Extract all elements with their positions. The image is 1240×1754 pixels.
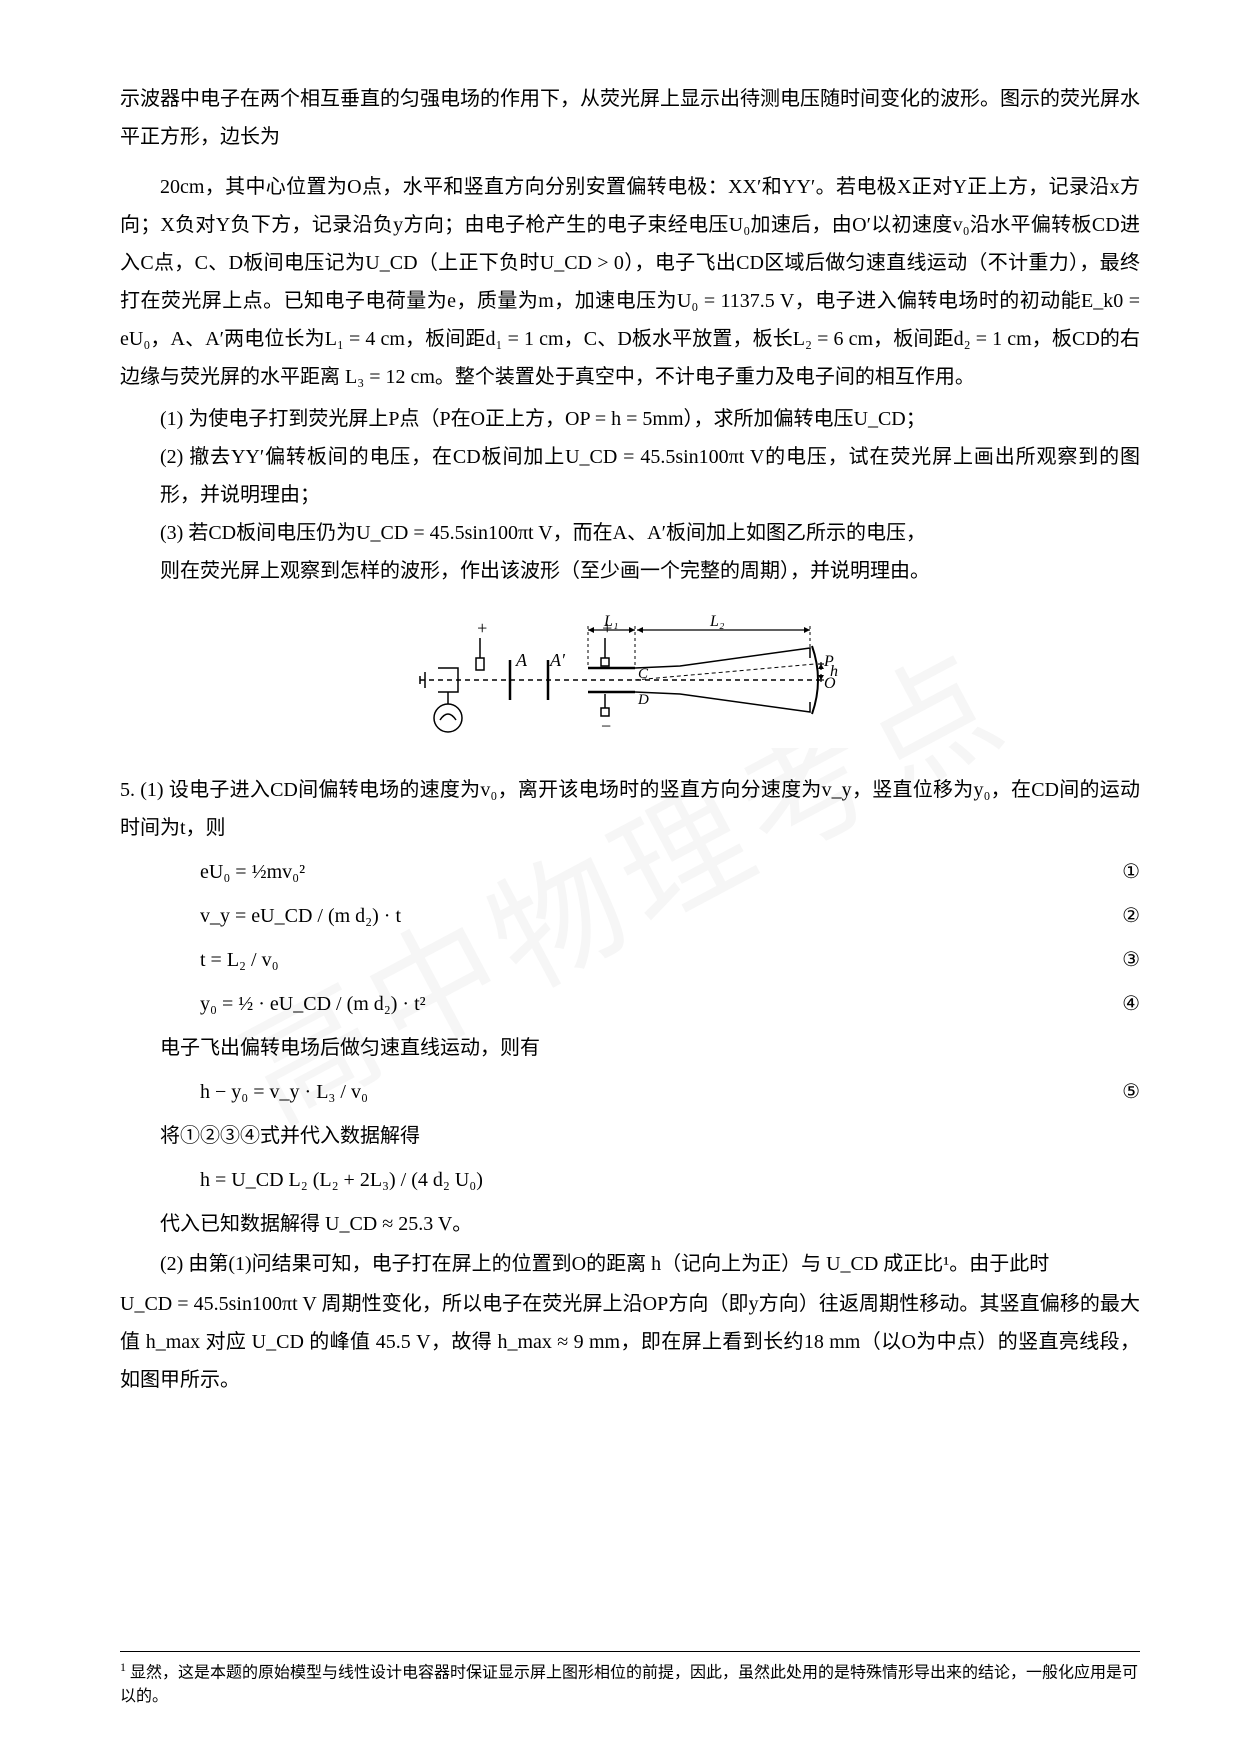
sol-part2a: (2) 由第(1)问结果可知，电子打在屏上的位置到O的距离 h（记向上为正）与 … [120, 1245, 1140, 1283]
footnote-mark: 1 [120, 1660, 126, 1674]
sol-after4: 电子飞出偏转电场后做匀速直线运动，则有 [120, 1029, 1140, 1067]
sol-combine: 将①②③④式并代入数据解得 [120, 1117, 1140, 1155]
question-3b: 则在荧光屏上观察到怎样的波形，作出该波形（至少画一个完整的周期），并说明理由。 [160, 552, 1140, 590]
eq-3: t = L₂ / v₀③ [120, 941, 1140, 979]
eq-2: v_y = eU_CD / (m d₂) · t② [120, 897, 1140, 935]
question-2: (2) 撤去YY′偏转板间的电压，在CD板间加上U_CD = 45.5sin10… [160, 438, 1140, 514]
eq-1: eU₀ = ½mv₀²① [120, 853, 1140, 891]
question-1: (1) 为使电子打到荧光屏上P点（P在O正上方，OP = h = 5mm），求所… [160, 400, 1140, 438]
label-A: A [515, 650, 528, 670]
label-Aprime: A′ [549, 650, 566, 670]
footnote-text: 显然，这是本题的原始模型与线性设计电容器时保证显示屏上图形相位的前提，因此，虽然… [120, 1664, 1138, 1705]
sol-header: 5. (1) 设电子进入CD间偏转电场的速度为v₀，离开该电场时的竖直方向分速度… [120, 771, 1140, 847]
label-minus: − [601, 716, 611, 736]
diagram-figure: + + − A A′ C D L₁ L₂ P O h [120, 608, 1140, 761]
page-content: 示波器中电子在两个相互垂直的匀强电场的作用下，从荧光屏上显示出待测电压随时间变化… [0, 0, 1240, 1461]
footnote: 1 显然，这是本题的原始模型与线性设计电容器时保证显示屏上图形相位的前提，因此，… [120, 1651, 1140, 1709]
eq-6: h = U_CD L₂ (L₂ + 2L₃) / (4 d₂ U₀) [120, 1161, 1140, 1199]
label-C: C [638, 666, 649, 682]
label-D: D [637, 692, 649, 708]
eq-5: h − y₀ = v_y · L₃ / v₀⑤ [120, 1073, 1140, 1111]
label-h: h [830, 663, 838, 680]
eq-4: y₀ = ½ · eU_CD / (m d₂) · t²④ [120, 985, 1140, 1023]
label-plus1: + [476, 618, 488, 638]
question-3a: (3) 若CD板间电压仍为U_CD = 45.5sin100πt V，而在A、A… [160, 514, 1140, 552]
problem-lead2: 20cm，其中心位置为O点，水平和竖直方向分别安置偏转电极：XX′和YY′。若电… [120, 168, 1140, 396]
sol-part2b: U_CD = 45.5sin100πt V 周期性变化，所以电子在荧光屏上沿OP… [120, 1285, 1140, 1399]
label-L2: L₂ [709, 613, 725, 630]
crt-diagram: + + − A A′ C D L₁ L₂ P O h [410, 608, 850, 748]
sol-result1: 代入已知数据解得 U_CD ≈ 25.3 V。 [120, 1205, 1140, 1243]
solution-block: 5. (1) 设电子进入CD间偏转电场的速度为v₀，离开该电场时的竖直方向分速度… [120, 771, 1140, 1399]
label-L1: L₁ [603, 613, 618, 630]
problem-lead: 示波器中电子在两个相互垂直的匀强电场的作用下，从荧光屏上显示出待测电压随时间变化… [120, 80, 1140, 156]
